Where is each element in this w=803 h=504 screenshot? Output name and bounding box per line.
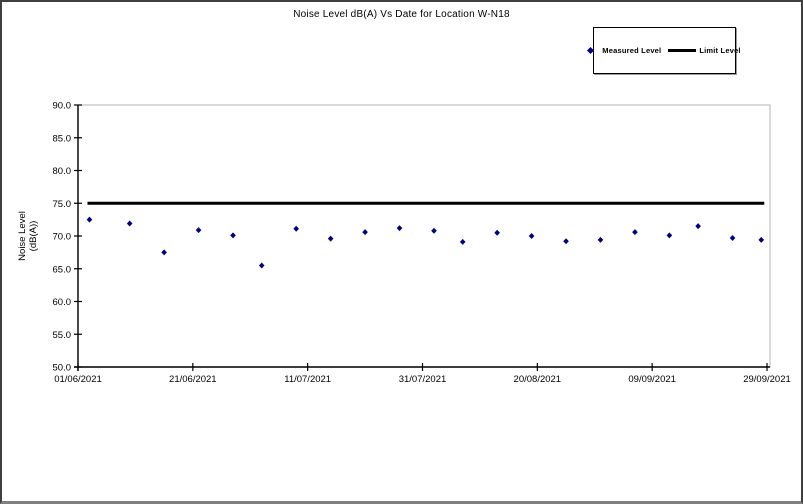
y-tick-label: 50.0 xyxy=(53,363,72,374)
x-tick-label: 01/06/2021 xyxy=(54,374,102,385)
y-tick-label: 65.0 xyxy=(53,264,72,275)
measured-data-point xyxy=(396,225,403,232)
legend-item-limit: Limit Level xyxy=(661,46,741,55)
measured-data-point xyxy=(632,229,638,236)
measured-data-point xyxy=(431,227,437,234)
measured-data-point xyxy=(494,229,500,236)
x-tick-label: 20/08/2021 xyxy=(514,374,562,385)
x-tick-label: 11/07/2021 xyxy=(284,374,331,385)
measured-data-point xyxy=(126,220,133,227)
legend-label-limit: Limit Level xyxy=(699,46,741,55)
measured-data-point xyxy=(86,216,93,223)
measured-data-point xyxy=(695,223,701,230)
y-axis-title-line2: (dB(A)) xyxy=(28,221,39,252)
measured-data-point xyxy=(729,234,736,241)
legend-item-measured: Measured Level xyxy=(587,46,662,55)
measured-data-point xyxy=(563,238,569,245)
y-tick-label: 85.0 xyxy=(53,133,72,144)
y-axis-title: Noise Level (dB(A)) xyxy=(17,211,39,261)
y-axis-title-line1: Noise Level xyxy=(17,211,28,261)
measured-data-point xyxy=(195,227,202,234)
limit-line-icon xyxy=(668,49,697,52)
x-tick-label: 21/06/2021 xyxy=(169,374,217,385)
measured-data-point xyxy=(362,229,368,236)
measured-data-point xyxy=(258,262,265,269)
chart-legend: Measured Level Limit Level xyxy=(587,27,741,74)
legend-label-measured: Measured Level xyxy=(602,46,662,55)
y-tick-label: 90.0 xyxy=(53,101,72,112)
measured-data-point xyxy=(230,232,236,239)
measured-data-point xyxy=(528,233,535,239)
x-tick-label: 09/09/2021 xyxy=(628,374,676,385)
measured-data-point xyxy=(597,236,604,243)
plot-area-frame xyxy=(77,104,771,368)
chart-title: Noise Level dB(A) Vs Date for Location W… xyxy=(293,9,510,20)
y-tick-label: 55.0 xyxy=(53,330,72,341)
measured-data-point xyxy=(666,232,673,239)
y-tick-label: 80.0 xyxy=(53,166,72,177)
measured-data-point xyxy=(459,238,466,245)
measured-diamond-icon xyxy=(587,46,595,55)
y-tick-label: 75.0 xyxy=(53,199,72,210)
measured-data-point xyxy=(161,249,167,256)
measured-data-point xyxy=(758,236,765,243)
x-tick-label: 29/09/2021 xyxy=(743,374,791,385)
measured-data-point xyxy=(293,225,299,232)
y-tick-label: 60.0 xyxy=(53,297,72,308)
x-tick-label: 31/07/2021 xyxy=(399,374,447,385)
y-tick-label: 70.0 xyxy=(53,232,72,243)
measured-data-point xyxy=(327,235,334,242)
